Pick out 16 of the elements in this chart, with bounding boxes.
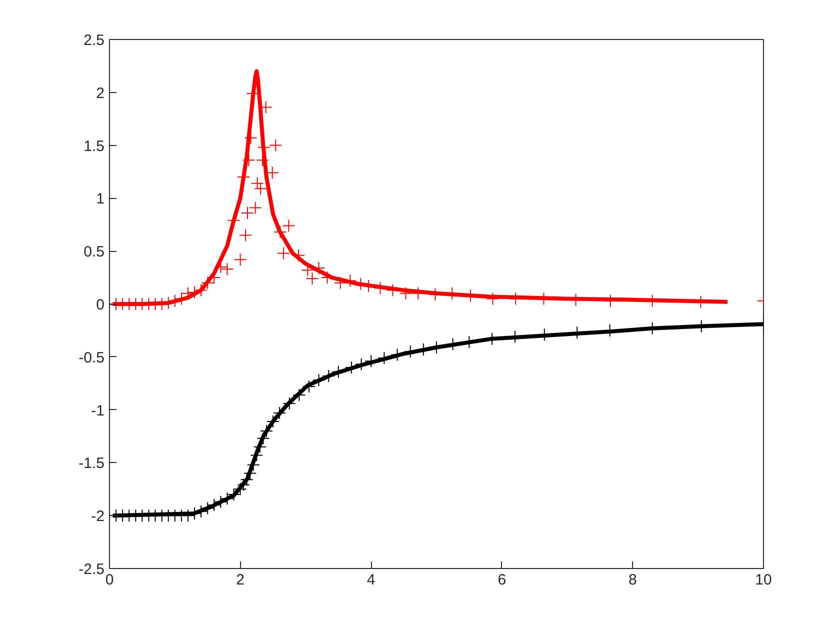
y-tick-label: -0.5	[78, 349, 105, 366]
y-tick-label: 0	[96, 296, 104, 314]
x-tick-label: 6	[498, 572, 506, 588]
y-tick-label: 2.5	[84, 32, 105, 49]
y-tick-label: 2	[96, 84, 104, 102]
x-tick-label: 8	[628, 572, 637, 588]
x-tick-label: 10	[755, 572, 772, 588]
x-tick-label: 4	[366, 572, 376, 588]
y-tick-label: -1.5	[78, 455, 105, 472]
y-tick-label: 1	[96, 190, 104, 208]
y-tick-label: 1.5	[84, 138, 105, 155]
y-tick-label: -1	[91, 402, 105, 420]
y-tick-label: -2.5	[78, 561, 105, 578]
x-tick-label: 2	[236, 572, 244, 588]
y-tick-label: -2	[91, 508, 105, 526]
y-tick-label: 0.5	[84, 244, 105, 261]
